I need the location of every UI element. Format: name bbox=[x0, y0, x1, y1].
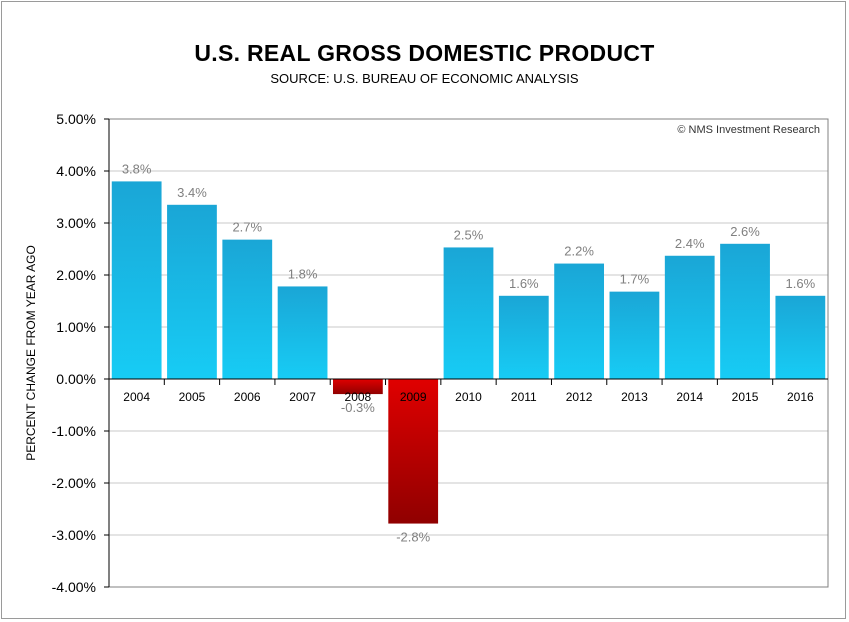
y-tick-label: -1.00% bbox=[52, 423, 96, 439]
bar-2004 bbox=[111, 181, 162, 379]
data-label: 2.5% bbox=[454, 227, 484, 242]
bar-2006 bbox=[222, 239, 273, 379]
x-tick-label: 2009 bbox=[400, 390, 427, 404]
credit-text: © NMS Investment Research bbox=[677, 124, 820, 136]
y-tick-label: 3.00% bbox=[56, 215, 96, 231]
y-tick-label: 0.00% bbox=[56, 371, 96, 387]
data-label: -0.3% bbox=[341, 400, 375, 415]
x-tick-label: 2010 bbox=[455, 390, 482, 404]
chart-subtitle: SOURCE: U.S. BUREAU OF ECONOMIC ANALYSIS bbox=[270, 71, 579, 86]
data-label: 1.8% bbox=[288, 266, 318, 281]
data-label: 2.2% bbox=[564, 244, 594, 259]
x-tick-label: 2005 bbox=[179, 390, 206, 404]
data-label: 1.6% bbox=[509, 276, 539, 291]
x-tick-label: 2015 bbox=[732, 390, 759, 404]
data-label: 3.8% bbox=[122, 161, 152, 176]
bar-2010 bbox=[443, 247, 494, 379]
chart-title: U.S. REAL GROSS DOMESTIC PRODUCT bbox=[194, 40, 655, 66]
data-labels: 3.8% 3.4% 2.7% 1.8% -0.3% -2.8% 2.5% 1.6% 2.2% 1.… bbox=[122, 161, 816, 544]
bar-2007 bbox=[277, 286, 328, 379]
data-label: 2.7% bbox=[232, 220, 262, 235]
x-tick-label: 2016 bbox=[787, 390, 814, 404]
x-tick-label: 2004 bbox=[123, 390, 150, 404]
y-tick-label: -2.00% bbox=[52, 475, 96, 491]
x-tick-label: 2011 bbox=[511, 390, 537, 404]
data-label: 1.6% bbox=[786, 276, 816, 291]
y-tick-label: -4.00% bbox=[52, 579, 96, 595]
bar-2014 bbox=[664, 255, 715, 379]
bar-2016 bbox=[775, 295, 826, 379]
bar-2009 bbox=[388, 379, 439, 524]
data-label: 3.4% bbox=[177, 185, 207, 200]
bar-2005 bbox=[167, 204, 217, 379]
x-tick-label: 2012 bbox=[566, 390, 593, 404]
y-tick-labels: 5.00% 4.00% 3.00% 2.00% 1.00% 0.00% -1.00% -2.0… bbox=[52, 111, 109, 595]
bar-2008 bbox=[332, 379, 383, 395]
bar-2015 bbox=[720, 243, 770, 379]
y-axis-label: PERCENT CHANGE FROM YEAR AGO bbox=[24, 245, 38, 461]
data-label: 2.6% bbox=[730, 224, 760, 239]
x-tick-label: 2006 bbox=[234, 390, 261, 404]
data-label: 2.4% bbox=[675, 236, 705, 251]
x-tick-labels: 2004 2005 2006 2007 2008 2009 2010 2011 2012 2013… bbox=[108, 379, 814, 404]
y-tick-label: 2.00% bbox=[56, 267, 96, 283]
y-tick-label: 1.00% bbox=[56, 319, 96, 335]
y-tick-label: 4.00% bbox=[56, 163, 96, 179]
y-tick-label: -3.00% bbox=[52, 527, 96, 543]
x-tick-label: 2014 bbox=[676, 390, 703, 404]
bar-2012 bbox=[554, 263, 605, 379]
x-tick-label: 2013 bbox=[621, 390, 648, 404]
data-label: -2.8% bbox=[396, 530, 430, 545]
data-label: 1.7% bbox=[620, 272, 650, 287]
bar-2011 bbox=[498, 295, 549, 379]
bar-2013 bbox=[609, 291, 660, 379]
y-tick-label: 5.00% bbox=[56, 111, 96, 127]
bars bbox=[111, 181, 826, 524]
x-tick-label: 2008 bbox=[345, 390, 372, 404]
x-tick-label: 2007 bbox=[289, 390, 316, 404]
